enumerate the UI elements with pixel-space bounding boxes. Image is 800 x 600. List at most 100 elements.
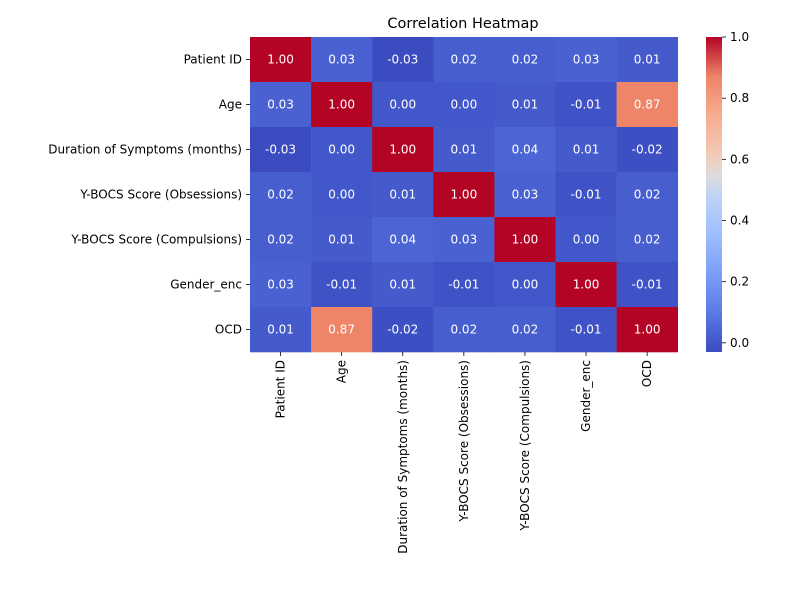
cell-value-label: 0.01 — [328, 233, 355, 247]
y-tick-label: Age — [219, 98, 242, 112]
heatmap-cells: 1.00 0.03 -0.03 0.02 0.02 0.03 0.01 0.03 1.00 0.0… — [250, 37, 678, 353]
cell-value-label: 0.04 — [389, 233, 416, 247]
cell-value-label: -0.01 — [571, 188, 602, 202]
cell-value-label: 1.00 — [328, 98, 355, 112]
heatmap-cell — [494, 127, 556, 173]
x-tick-label: OCD — [640, 360, 654, 387]
cell-value-label: 0.00 — [573, 233, 600, 247]
heatmap-cell — [616, 37, 678, 83]
heatmap-cell — [616, 307, 678, 353]
heatmap-cell — [311, 217, 373, 263]
heatmap-cell — [372, 307, 434, 353]
cell-value-label: 0.03 — [328, 53, 355, 67]
colorbar-tick-label: 0.6 — [730, 152, 749, 166]
cell-value-label: -0.02 — [632, 143, 663, 157]
heatmap-cell — [433, 307, 495, 353]
cell-value-label: 1.00 — [267, 53, 294, 67]
heatmap-cell — [494, 307, 556, 353]
x-tick-label: Gender_enc — [579, 360, 593, 432]
heatmap-cell — [555, 307, 617, 353]
y-tick-label: Duration of Symptoms (months) — [48, 143, 242, 157]
x-tick-label: Age — [335, 360, 349, 383]
cell-value-label: 0.02 — [267, 188, 294, 202]
heatmap-cell — [433, 217, 495, 263]
cell-value-label: 1.00 — [450, 188, 477, 202]
colorbar-tick-label: 0.2 — [730, 275, 749, 289]
heatmap-cell — [616, 217, 678, 263]
colorbar: 1.0 0.8 0.6 0.4 0.2 0.0 — [706, 30, 749, 352]
y-tick-label: OCD — [215, 323, 242, 337]
cell-value-label: 0.00 — [450, 98, 477, 112]
x-tick-label: Patient ID — [274, 360, 288, 418]
heatmap-cell — [250, 217, 312, 263]
heatmap-cell — [433, 82, 495, 128]
heatmap-cell — [494, 262, 556, 308]
cell-value-label: -0.01 — [326, 278, 357, 292]
cell-value-label: -0.01 — [571, 323, 602, 337]
cell-value-label: -0.01 — [632, 278, 663, 292]
x-tick-label: Duration of Symptoms (months) — [396, 360, 410, 554]
cell-value-label: 1.00 — [512, 233, 539, 247]
cell-value-label: 0.02 — [450, 323, 477, 337]
cell-value-label: -0.03 — [265, 143, 296, 157]
heatmap-cell — [555, 217, 617, 263]
heatmap-cell — [433, 127, 495, 173]
heatmap-cell — [311, 172, 373, 218]
y-tick-label: Y-BOCS Score (Obsessions) — [79, 188, 242, 202]
colorbar-tick-label: 1.0 — [730, 30, 749, 44]
cell-value-label: 0.02 — [634, 188, 661, 202]
heatmap-cell — [372, 172, 434, 218]
heatmap-cell — [250, 37, 312, 83]
cell-value-label: 0.01 — [634, 53, 661, 67]
heatmap-cell — [311, 307, 373, 353]
cell-value-label: 0.03 — [267, 278, 294, 292]
heatmap-cell — [494, 37, 556, 83]
heatmap-cell — [311, 82, 373, 128]
heatmap-cell — [616, 262, 678, 308]
cell-value-label: 0.00 — [512, 278, 539, 292]
heatmap-cell — [433, 172, 495, 218]
cell-value-label: 1.00 — [573, 278, 600, 292]
heatmap-cell — [555, 127, 617, 173]
cell-value-label: 1.00 — [634, 323, 661, 337]
heatmap-cell — [311, 262, 373, 308]
heatmap-cell — [433, 37, 495, 83]
heatmap-cell — [616, 82, 678, 128]
heatmap-cell — [372, 262, 434, 308]
cell-value-label: 0.02 — [512, 53, 539, 67]
cell-value-label: 0.02 — [267, 233, 294, 247]
heatmap-cell — [555, 37, 617, 83]
heatmap-cell — [250, 172, 312, 218]
y-tick-label: Gender_enc — [170, 278, 242, 292]
cell-value-label: 0.01 — [267, 323, 294, 337]
y-tick-label: Y-BOCS Score (Compulsions) — [70, 233, 242, 247]
heatmap-cell — [494, 82, 556, 128]
colorbar-tick-label: 0.0 — [730, 336, 749, 350]
x-tick-label: Y-BOCS Score (Obsessions) — [457, 360, 471, 523]
cell-value-label: 0.00 — [328, 188, 355, 202]
cell-value-label: 0.02 — [634, 233, 661, 247]
heatmap-cell — [555, 172, 617, 218]
heatmap-cell — [616, 127, 678, 173]
heatmap-cell — [250, 262, 312, 308]
cell-value-label: 0.00 — [389, 98, 416, 112]
cell-value-label: 0.03 — [573, 53, 600, 67]
heatmap-cell — [250, 307, 312, 353]
heatmap-cell — [433, 262, 495, 308]
heatmap-cell — [250, 82, 312, 128]
cell-value-label: -0.03 — [387, 53, 418, 67]
cell-value-label: 0.01 — [450, 143, 477, 157]
x-tick-label: Y-BOCS Score (Compulsions) — [518, 360, 532, 532]
heatmap-cell — [372, 82, 434, 128]
heatmap-cell — [555, 262, 617, 308]
colorbar-tick-label: 0.4 — [730, 213, 749, 227]
cell-value-label: -0.01 — [448, 278, 479, 292]
cell-value-label: 0.01 — [573, 143, 600, 157]
heatmap-cell — [616, 172, 678, 218]
cell-value-label: 0.01 — [389, 278, 416, 292]
cell-value-label: 0.01 — [512, 98, 539, 112]
cell-value-label: 0.03 — [450, 233, 477, 247]
heatmap-cell — [311, 127, 373, 173]
